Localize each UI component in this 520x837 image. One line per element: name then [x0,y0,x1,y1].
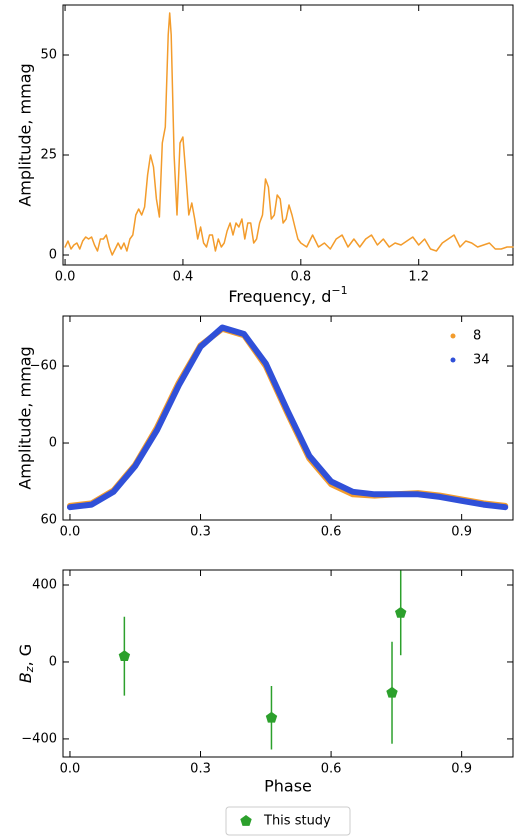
legend-label: 8 [473,329,481,344]
x-tick-label: 1.2 [408,270,429,285]
y-axis-label: Amplitude, mmag [16,63,35,206]
x-axis-label: Frequency, d−1 [228,284,347,306]
x-label-main: Frequency, d [228,287,331,306]
data-line [64,12,514,256]
x-tick-label: 0.9 [451,525,472,540]
x-tick-label: 0.8 [290,270,311,285]
x-tick-label: 0.9 [451,762,472,777]
pentagon-marker [118,650,131,661]
x-tick-label: 0.0 [60,525,81,540]
x-tick-label: 0.3 [190,762,211,777]
y-tick-label: 0 [49,248,57,263]
y-tick-label: 50 [40,48,57,63]
legend-marker [450,333,456,339]
legend-frame [225,806,351,836]
x-tick-label: 0.3 [190,525,211,540]
y-tick-label: −400 [21,731,57,746]
legend-marker [450,357,456,363]
x-tick-label: 0.0 [55,270,76,285]
axes-frame [62,569,514,758]
y-axis-label: Amplitude, mmag [16,346,35,489]
x-axis-label: Phase [264,777,312,796]
y-tick-label: 25 [40,148,57,163]
x-tick-label: 0.4 [173,270,194,285]
y-label-unit: , G [16,644,35,667]
y-label-symbol: B [16,672,35,683]
y-axis-label: Bz, G [16,644,37,683]
y-label-subscript: z [23,666,36,673]
axes-frame [62,4,514,266]
legend-marker [240,815,252,826]
pentagon-marker [395,606,407,618]
x-label-sup: −1 [331,284,347,297]
x-tick-label: 0.6 [321,525,342,540]
x-tick-label: 0.6 [321,762,342,777]
y-tick-label: 60 [40,513,57,528]
y-tick-label: 0 [49,654,57,669]
x-tick-label: 0.0 [60,762,81,777]
panel: 0.0 0.3 0.6 0.9 −60 0 60 Amplitude, mmag 8 34 [16,315,514,540]
legend-label: This study [263,814,331,829]
y-tick-label: 400 [32,578,57,593]
panel: 0.0 0.3 0.6 0.9 −400 0 400 Bz, G Phase This study [16,569,514,836]
panel: 0.0 0.4 0.8 1.2 0 25 50 Amplitude, mmag Frequenc… [16,4,514,306]
axes-frame [62,315,514,521]
pentagon-marker [265,711,278,723]
pentagon-marker [386,686,398,698]
legend-label: 34 [473,353,490,368]
data-line [67,324,509,511]
y-tick-label: 0 [49,436,57,451]
y-tick-label: −60 [30,359,57,374]
